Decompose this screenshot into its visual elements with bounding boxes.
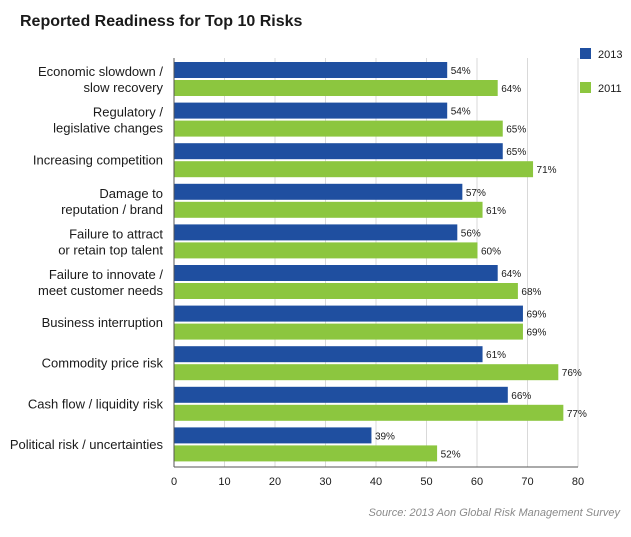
bar-value-label: 61% [486, 206, 506, 217]
bar-2013 [174, 224, 458, 241]
bar-value-label: 69% [526, 310, 546, 321]
bar-value-label: 57% [466, 188, 486, 199]
bar-2011 [174, 161, 534, 178]
category-label: Commodity price risk [42, 356, 164, 371]
x-tick-label: 70 [521, 476, 533, 488]
category-label: Political risk / uncertainties [10, 437, 164, 452]
x-tick-label: 0 [171, 476, 177, 488]
bar-2013 [174, 143, 503, 160]
bar-2013 [174, 386, 508, 403]
bar-2011 [174, 283, 518, 299]
legend-swatch-2013 [580, 48, 591, 59]
bar-2011 [174, 404, 564, 421]
bar-value-label: 52% [441, 449, 461, 460]
bar-value-label: 77% [567, 409, 587, 420]
bar-2013 [174, 102, 448, 119]
legend-label: 2011 [598, 83, 622, 95]
source-note: Source: 2013 Aon Global Risk Management … [368, 507, 621, 519]
category-label: Increasing competition [33, 153, 163, 168]
legend: 2013 2011 [580, 48, 622, 95]
legend-swatch-2011 [580, 82, 591, 93]
category-label: Economic slowdown / slow recovery [38, 64, 163, 95]
bar-value-label: 54% [451, 66, 471, 77]
bar-value-label: 65% [506, 147, 526, 158]
bar-2013 [174, 346, 483, 363]
bar-value-label: 39% [375, 431, 395, 442]
bar-value-label: 56% [461, 228, 481, 239]
bars [174, 62, 564, 462]
bar-value-label: 60% [481, 246, 501, 257]
bar-2013 [174, 427, 372, 444]
x-tick-label: 10 [218, 476, 230, 488]
bar-2011 [174, 120, 503, 137]
bar-value-label: 76% [562, 368, 582, 379]
bar-2011 [174, 323, 523, 340]
labels: 0 10 20 30 40 50 60 70 80 Economic slowdown / slow… [10, 64, 587, 488]
category-label: Failure to attract or retain top talent [58, 226, 163, 257]
bar-value-label: 69% [526, 328, 546, 339]
x-tick-label: 80 [572, 476, 584, 488]
x-tick-label: 40 [370, 476, 382, 488]
bar-value-label: 54% [451, 107, 471, 118]
bar-value-label: 65% [506, 125, 526, 136]
bar-value-label: 64% [501, 84, 521, 95]
x-tick-label: 30 [319, 476, 331, 488]
bar-2011 [174, 242, 478, 259]
bar-2013 [174, 265, 498, 281]
category-label: Damage to reputation / brand [61, 186, 163, 217]
bar-2013 [174, 183, 463, 200]
x-tick-label: 50 [420, 476, 432, 488]
bar-value-label: 68% [521, 287, 541, 298]
bar-value-label: 64% [501, 269, 521, 280]
chart-title: Reported Readiness for Top 10 Risks [20, 13, 303, 30]
x-tick-label: 20 [269, 476, 281, 488]
bar-2011 [174, 445, 438, 462]
bar-2011 [174, 80, 498, 96]
category-label: Failure to innovate / meet customer needs [38, 267, 164, 298]
category-label: Business interruption [42, 315, 163, 330]
category-label: Regulatory / legislative changes [53, 105, 163, 136]
bar-2013 [174, 62, 448, 78]
bar-2011 [174, 201, 483, 218]
bar-value-label: 66% [511, 391, 531, 402]
bar-value-label: 61% [486, 350, 506, 361]
bar-2013 [174, 305, 523, 322]
legend-label: 2013 [598, 49, 622, 61]
category-label: Cash flow / liquidity risk [28, 396, 164, 411]
bar-2011 [174, 364, 559, 381]
bar-value-label: 71% [537, 165, 557, 176]
x-tick-label: 60 [471, 476, 483, 488]
